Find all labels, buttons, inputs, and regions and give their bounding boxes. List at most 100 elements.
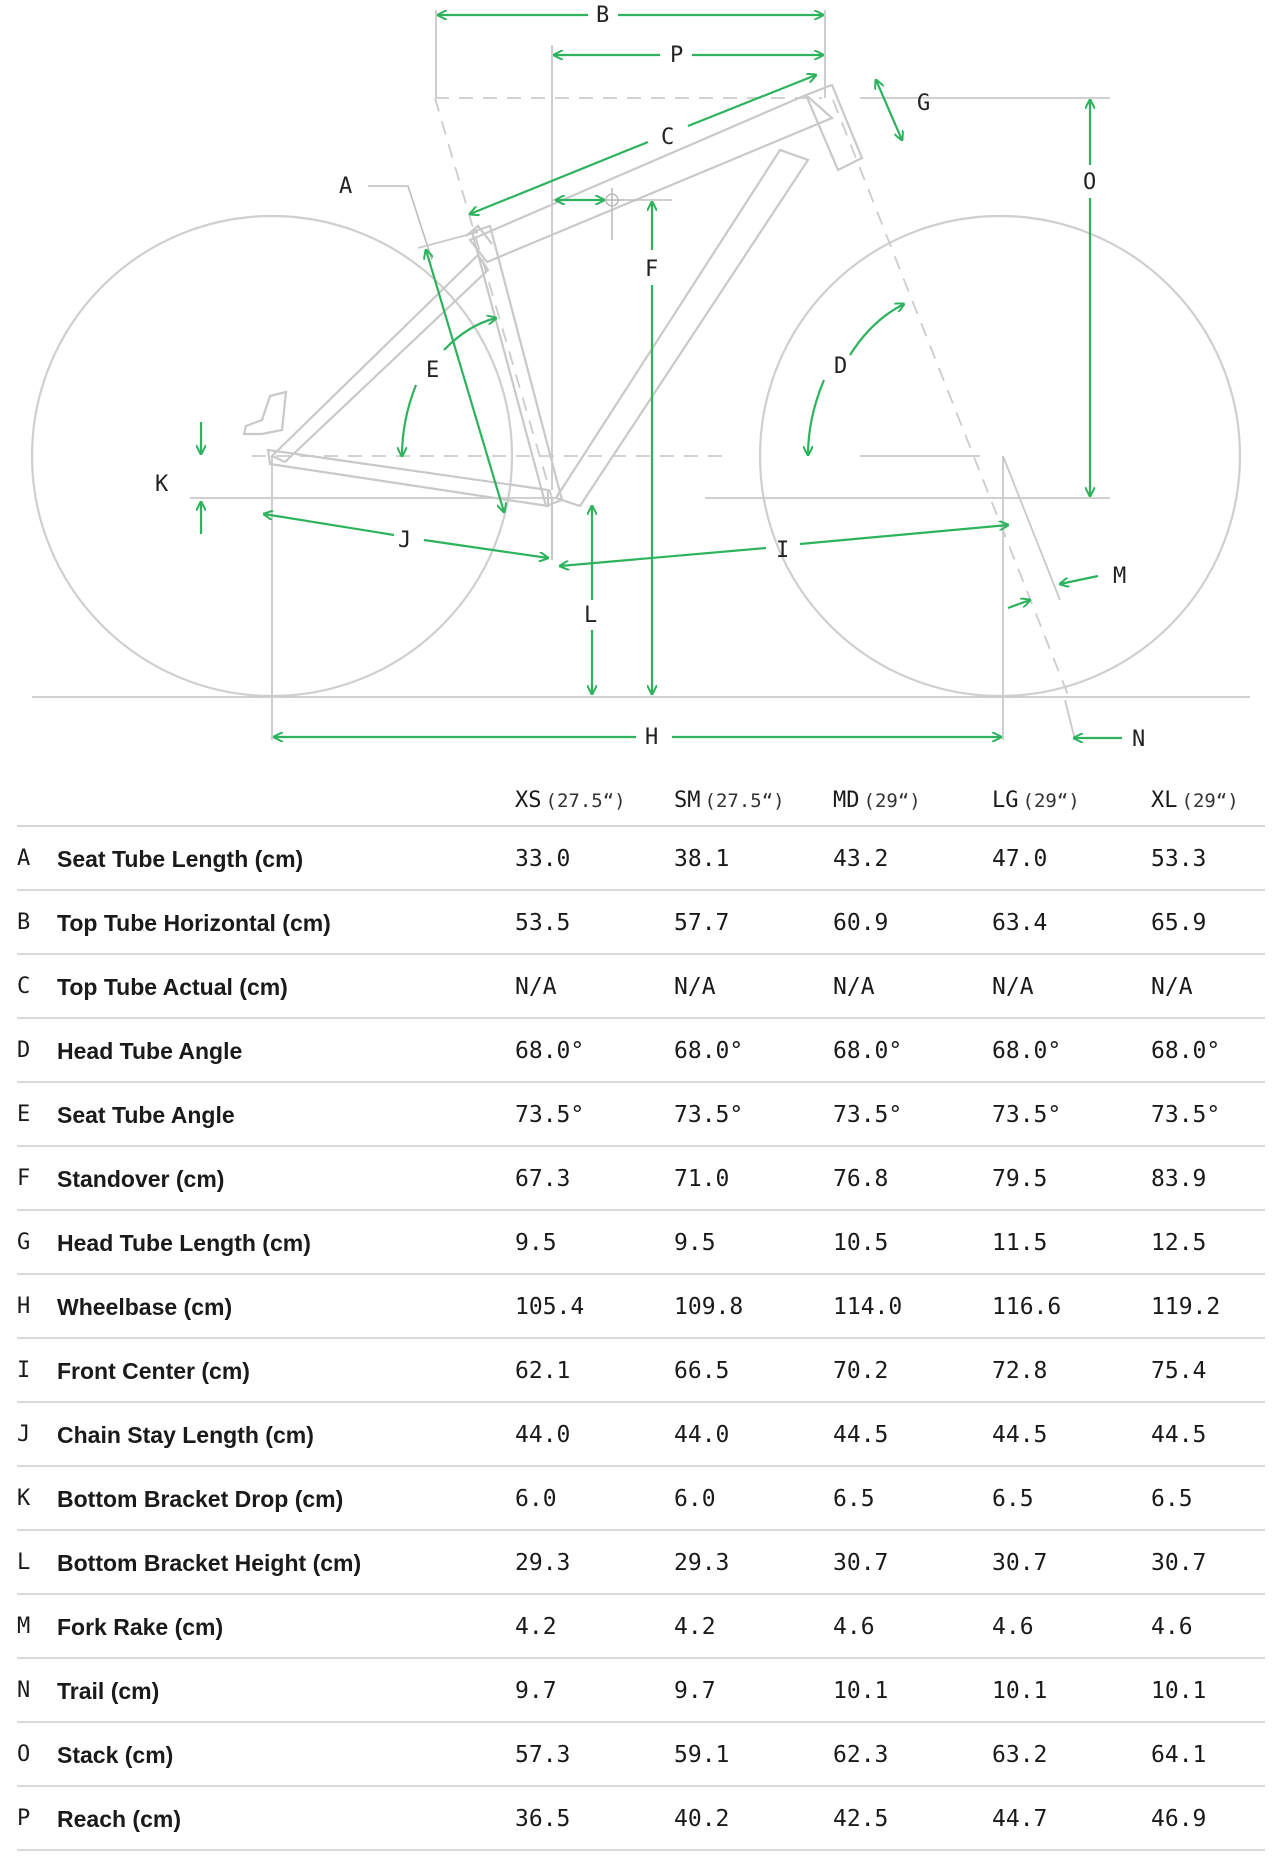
row-value: 72.8: [992, 1358, 1048, 1384]
a-top-tick: [417, 231, 479, 249]
row-value: N/A: [833, 974, 875, 1000]
dim-j-left: [264, 514, 395, 537]
row-letter: G: [17, 1230, 31, 1255]
row-value: 6.0: [515, 1486, 557, 1512]
row-value: 38.1: [674, 846, 730, 872]
row-value: 43.2: [833, 846, 889, 872]
row-value: 6.0: [674, 1486, 716, 1512]
label-g: G: [917, 91, 930, 116]
size-header-row: XS (27.5“) SM (27.5“) MD (29“) LG (29“) XL (2…: [17, 770, 1265, 827]
row-value: 33.0: [515, 846, 571, 872]
row-label: Top Tube Actual (cm): [57, 974, 288, 1000]
row-letter: A: [17, 846, 31, 871]
row-value: N/A: [674, 974, 716, 1000]
row-value: 30.7: [833, 1550, 889, 1576]
table-row: A Seat Tube Length (cm) 33.0 38.1 43.2 47.0 53…: [17, 827, 1265, 891]
row-value: 73.5°: [1151, 1102, 1221, 1128]
row-value: 44.5: [833, 1422, 889, 1448]
row-value: 6.5: [1151, 1486, 1193, 1512]
size-header: MD (29“): [833, 788, 921, 813]
row-letter: D: [17, 1038, 31, 1063]
size-header: LG (29“): [992, 788, 1080, 813]
label-d: D: [834, 354, 847, 379]
row-value: 68.0°: [992, 1038, 1062, 1064]
row-value: 70.2: [833, 1358, 889, 1384]
row-value: 73.5°: [992, 1102, 1062, 1128]
row-value: 73.5°: [833, 1102, 903, 1128]
table-row: O Stack (cm) 57.3 59.1 62.3 63.2 64.1: [17, 1723, 1265, 1787]
dim-m: [1060, 574, 1099, 584]
row-letter: O: [17, 1742, 31, 1767]
a-leader: [368, 185, 433, 261]
label-p: P: [670, 43, 683, 68]
row-label: Trail (cm): [57, 1678, 160, 1704]
row-value: 46.9: [1151, 1806, 1207, 1832]
dim-d-lower: [808, 379, 826, 455]
row-value: 79.5: [992, 1166, 1048, 1192]
label-o: O: [1083, 170, 1096, 195]
label-l: L: [584, 603, 597, 628]
row-letter: N: [17, 1678, 31, 1703]
row-value: 67.3: [515, 1166, 571, 1192]
row-value: 30.7: [992, 1550, 1048, 1576]
dim-g: [876, 80, 902, 140]
row-label: Seat Tube Angle: [57, 1102, 235, 1128]
size-header: XL (29“): [1151, 788, 1239, 813]
front-wheel: [758, 214, 1242, 698]
row-value: N/A: [515, 974, 557, 1000]
row-value: 83.9: [1151, 1166, 1207, 1192]
label-h: H: [645, 725, 658, 750]
dim-c-left: [470, 140, 649, 214]
row-value: 63.4: [992, 910, 1048, 936]
row-value: 4.6: [833, 1614, 875, 1640]
dim-i-left: [560, 546, 767, 566]
row-label: Chain Stay Length (cm): [57, 1422, 314, 1448]
dim-e-lower: [402, 384, 418, 456]
row-value: 4.2: [515, 1614, 557, 1640]
row-value: N/A: [1151, 974, 1193, 1000]
row-label: Fork Rake (cm): [57, 1614, 224, 1640]
table-row: C Top Tube Actual (cm) N/A N/A N/A N/A N/A: [17, 955, 1265, 1019]
label-a: A: [339, 174, 352, 199]
dim-d-upper: [849, 304, 904, 356]
row-letter: M: [17, 1614, 31, 1639]
table-row: I Front Center (cm) 62.1 66.5 70.2 72.8 75.4: [17, 1339, 1265, 1403]
row-value: 6.5: [833, 1486, 875, 1512]
trail-tick: [1064, 699, 1076, 741]
row-letter: H: [17, 1294, 31, 1319]
row-value: 44.7: [992, 1806, 1048, 1832]
row-label: Wheelbase (cm): [57, 1294, 233, 1320]
row-value: 62.1: [515, 1358, 571, 1384]
label-n: N: [1132, 727, 1145, 752]
label-e: E: [426, 358, 439, 383]
row-label: Seat Tube Length (cm): [57, 846, 304, 872]
label-m: M: [1113, 564, 1126, 589]
table-row: D Head Tube Angle 68.0° 68.0° 68.0° 68.0° 68.0…: [17, 1019, 1265, 1083]
row-value: 75.4: [1151, 1358, 1207, 1384]
row-value: 4.2: [674, 1614, 716, 1640]
dim-e-upper: [443, 318, 496, 351]
table-row: F Standover (cm) 67.3 71.0 76.8 79.5 83.9: [17, 1147, 1265, 1211]
row-value: 4.6: [1151, 1614, 1193, 1640]
row-value: 119.2: [1151, 1294, 1221, 1320]
frame-seat-tube: [470, 224, 564, 508]
row-letter: I: [17, 1358, 31, 1383]
row-value: 9.7: [515, 1678, 557, 1704]
table-row: K Bottom Bracket Drop (cm) 6.0 6.0 6.5 6.5 6.5: [17, 1467, 1265, 1531]
table-row: H Wheelbase (cm) 105.4 109.8 114.0 116.6 119.2: [17, 1275, 1265, 1339]
dim-c-right: [687, 75, 816, 128]
row-value: 59.1: [674, 1742, 730, 1768]
row-value: 44.0: [515, 1422, 571, 1448]
dim-j-right: [423, 538, 548, 558]
row-value: 44.5: [1151, 1422, 1207, 1448]
row-value: 68.0°: [1151, 1038, 1221, 1064]
row-value: 109.8: [674, 1294, 744, 1320]
frame-head-tube: [804, 83, 864, 172]
label-i: I: [776, 538, 789, 563]
row-value: 44.0: [674, 1422, 730, 1448]
row-value: 4.6: [992, 1614, 1034, 1640]
row-label: Bottom Bracket Height (cm): [57, 1550, 362, 1576]
row-value: 10.1: [992, 1678, 1048, 1704]
row-value: 11.5: [992, 1230, 1048, 1256]
table-row: G Head Tube Length (cm) 9.5 9.5 10.5 11.5 12.5: [17, 1211, 1265, 1275]
